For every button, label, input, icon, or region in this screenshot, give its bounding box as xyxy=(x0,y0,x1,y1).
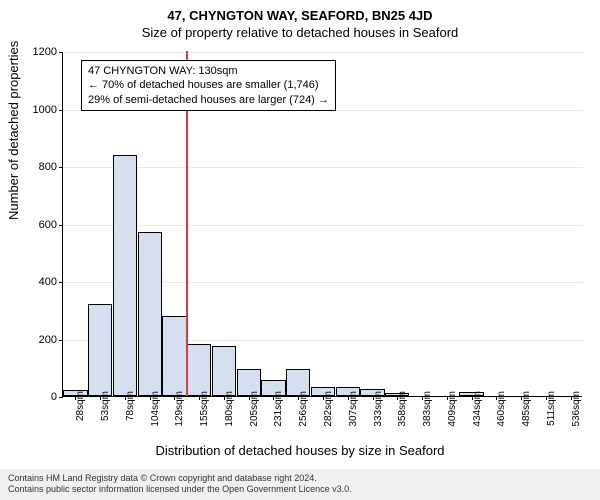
xtick-label: 282sqm xyxy=(323,391,334,441)
ytick-mark xyxy=(59,52,63,53)
ytick-mark xyxy=(59,340,63,341)
chart-title-main: 47, CHYNGTON WAY, SEAFORD, BN25 4JD xyxy=(0,0,600,23)
gridline xyxy=(63,52,583,53)
histogram-bar xyxy=(187,344,211,396)
chart-title-sub: Size of property relative to detached ho… xyxy=(0,23,600,40)
xtick-label: 333sqm xyxy=(373,391,384,441)
plot-area: 02004006008001000120028sqm53sqm78sqm104s… xyxy=(62,52,582,397)
chart-container: 47, CHYNGTON WAY, SEAFORD, BN25 4JD Size… xyxy=(0,0,600,500)
ytick-label: 800 xyxy=(27,161,57,173)
annotation-line1: 47 CHYNGTON WAY: 130sqm xyxy=(88,64,329,78)
xtick-label: 256sqm xyxy=(298,391,309,441)
ytick-label: 600 xyxy=(27,219,57,231)
ytick-mark xyxy=(59,282,63,283)
footer-line2: Contains public sector information licen… xyxy=(8,484,592,496)
histogram-bar xyxy=(138,232,162,396)
xtick-label: 28sqm xyxy=(75,391,86,441)
ytick-label: 0 xyxy=(27,391,57,403)
xtick-label: 231sqm xyxy=(273,391,284,441)
xtick-label: 180sqm xyxy=(224,391,235,441)
xtick-label: 460sqm xyxy=(496,391,507,441)
xtick-label: 383sqm xyxy=(422,391,433,441)
ytick-mark xyxy=(59,397,63,398)
ytick-label: 1000 xyxy=(27,104,57,116)
xtick-label: 53sqm xyxy=(100,391,111,441)
annotation-box: 47 CHYNGTON WAY: 130sqm← 70% of detached… xyxy=(81,60,336,111)
y-axis-label: Number of detached properties xyxy=(6,41,21,220)
histogram-bar xyxy=(113,155,137,397)
xtick-label: 511sqm xyxy=(546,391,557,441)
footer: Contains HM Land Registry data © Crown c… xyxy=(0,469,600,500)
x-axis-label: Distribution of detached houses by size … xyxy=(0,443,600,458)
chart-region: 02004006008001000120028sqm53sqm78sqm104s… xyxy=(62,52,582,397)
histogram-bar xyxy=(212,346,236,396)
xtick-label: 307sqm xyxy=(348,391,359,441)
xtick-label: 409sqm xyxy=(447,391,458,441)
gridline xyxy=(63,225,583,226)
histogram-bar xyxy=(162,316,186,397)
ytick-label: 1200 xyxy=(27,46,57,58)
xtick-label: 104sqm xyxy=(150,391,161,441)
xtick-label: 434sqm xyxy=(472,391,483,441)
xtick-label: 485sqm xyxy=(521,391,532,441)
gridline xyxy=(63,167,583,168)
ytick-mark xyxy=(59,167,63,168)
ytick-label: 200 xyxy=(27,334,57,346)
xtick-label: 129sqm xyxy=(174,391,185,441)
ytick-mark xyxy=(59,110,63,111)
xtick-label: 205sqm xyxy=(249,391,260,441)
footer-line1: Contains HM Land Registry data © Crown c… xyxy=(8,473,592,485)
xtick-label: 358sqm xyxy=(397,391,408,441)
xtick-label: 536sqm xyxy=(571,391,582,441)
annotation-line2: ← 70% of detached houses are smaller (1,… xyxy=(88,78,329,92)
annotation-line3: 29% of semi-detached houses are larger (… xyxy=(88,93,329,107)
xtick-label: 78sqm xyxy=(125,391,136,441)
ytick-label: 400 xyxy=(27,276,57,288)
ytick-mark xyxy=(59,225,63,226)
histogram-bar xyxy=(88,304,112,396)
xtick-label: 155sqm xyxy=(199,391,210,441)
